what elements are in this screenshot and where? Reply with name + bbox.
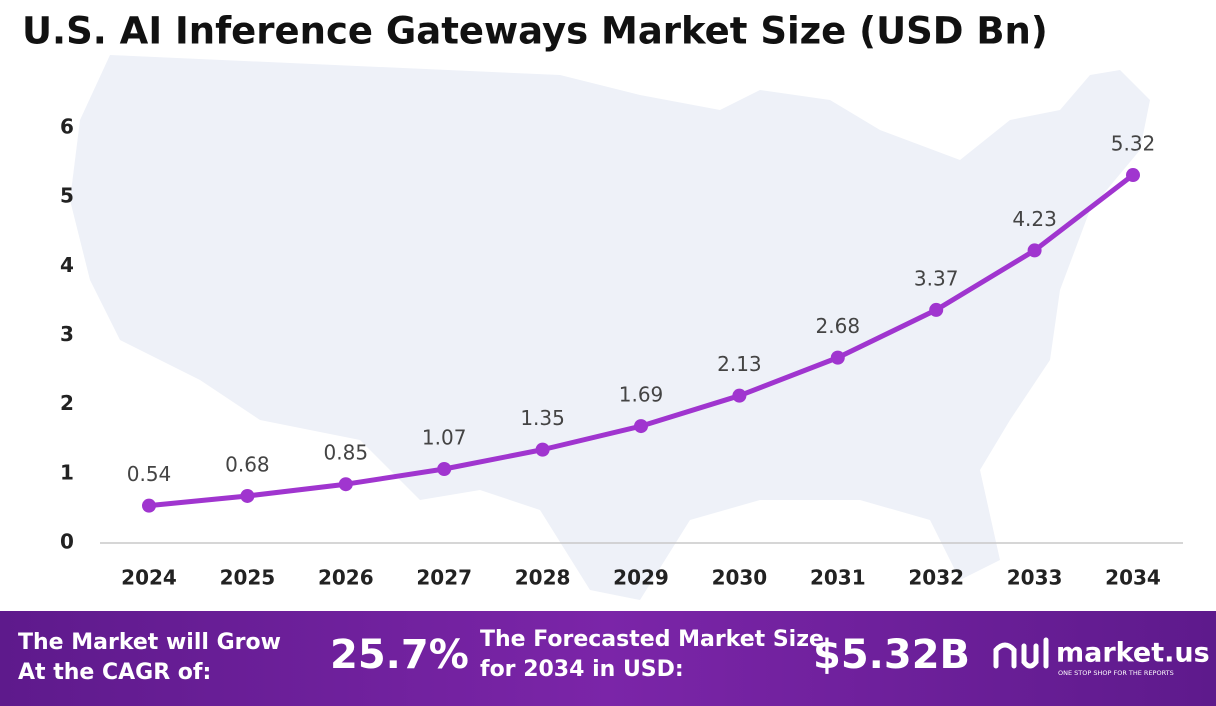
x-tick-label: 2029 (613, 566, 669, 590)
data-point (830, 350, 845, 365)
data-point (1027, 243, 1042, 258)
data-point (732, 388, 747, 403)
y-tick-label: 0 (60, 530, 74, 554)
map-background (70, 55, 1150, 600)
data-label: 1.35 (520, 406, 565, 430)
data-point (1126, 168, 1140, 183)
data-point (634, 419, 648, 434)
data-point (437, 461, 452, 476)
x-tick-label: 2030 (712, 566, 768, 590)
data-label: 3.37 (914, 266, 959, 290)
data-label: 1.07 (422, 425, 467, 449)
x-tick-label: 2028 (515, 566, 571, 590)
y-tick-label: 6 (60, 115, 74, 139)
x-tick-label: 2027 (416, 566, 472, 590)
data-label: 0.85 (324, 441, 369, 465)
x-tick-label: 2024 (121, 566, 177, 590)
x-tick-label: 2033 (1007, 566, 1063, 590)
footer-forecast-text: The Forecasted Market Size for 2034 in US… (480, 627, 824, 682)
brand-logo (993, 637, 1049, 669)
x-tick-label: 2025 (220, 566, 276, 590)
x-tick-label: 2034 (1105, 566, 1161, 590)
x-tick-label: 2032 (908, 566, 964, 590)
data-label: 0.54 (127, 462, 172, 486)
brand-name: market.us (1056, 638, 1210, 669)
footer-cagr: 25.7% (330, 632, 469, 678)
y-tick-label: 1 (60, 460, 74, 484)
data-label: 2.13 (717, 352, 762, 376)
y-tick-label: 2 (60, 391, 74, 415)
data-point (929, 302, 944, 317)
data-label: 5.32 (1111, 132, 1156, 156)
data-point (142, 498, 156, 513)
data-point (535, 442, 550, 457)
data-label: 1.69 (619, 383, 664, 407)
y-tick-label: 5 (60, 184, 74, 208)
y-tick-label: 4 (60, 253, 74, 277)
x-tick-label: 2031 (810, 566, 866, 590)
y-tick-label: 3 (60, 322, 74, 346)
footer-forecast: $5.32B (813, 632, 970, 678)
data-label: 4.23 (1012, 207, 1057, 231)
brand-tagline: ONE STOP SHOP FOR THE REPORTS (1058, 669, 1174, 677)
data-point (338, 477, 353, 492)
footer-cagr-text: The Market will Grow At the CAGR of: (18, 630, 281, 685)
data-label: 0.68 (225, 452, 270, 476)
data-point (240, 488, 255, 503)
x-tick-label: 2026 (318, 566, 374, 590)
data-label: 2.68 (816, 314, 861, 338)
chart-title: U.S. AI Inference Gateways Market Size (… (22, 10, 1048, 53)
